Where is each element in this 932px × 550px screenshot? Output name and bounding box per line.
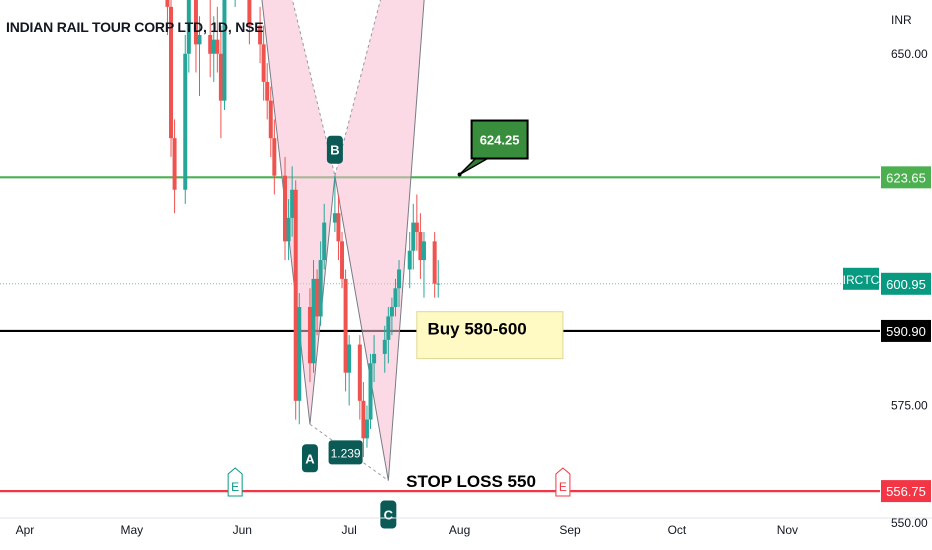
candle-body[interactable] <box>421 241 426 261</box>
x-tick-label: Sep <box>559 523 581 537</box>
earnings-marker[interactable] <box>227 467 243 497</box>
candle-body[interactable] <box>414 222 419 232</box>
candle-body[interactable] <box>265 81 270 101</box>
candle-body[interactable] <box>283 175 288 242</box>
candle-body[interactable] <box>347 344 352 373</box>
level-price-label: 556.75 <box>886 484 926 499</box>
earnings-label: E <box>559 480 567 494</box>
last-price-label: 600.95 <box>886 277 926 292</box>
candle-body[interactable] <box>322 222 327 261</box>
buy-zone-box[interactable] <box>416 311 564 360</box>
level-price-tag <box>881 319 931 342</box>
x-tick-label: May <box>120 523 143 537</box>
candle-body[interactable] <box>397 269 402 289</box>
ratio-label: 1.239 <box>331 446 361 460</box>
ticker-label: IRCTC <box>843 273 880 287</box>
candle-body[interactable] <box>315 278 320 317</box>
symbol-title: INDIAN RAIL TOUR CORP LTD, 1D, NSE <box>6 19 264 35</box>
candle-body[interactable] <box>332 213 337 223</box>
candle-body[interactable] <box>343 278 348 373</box>
candle-body[interactable] <box>361 400 366 439</box>
candle-body[interactable] <box>169 6 174 139</box>
candle-body[interactable] <box>211 39 216 54</box>
candle-body[interactable] <box>286 217 291 242</box>
candle-body[interactable] <box>382 339 387 354</box>
target-callout[interactable] <box>470 119 529 160</box>
earnings-marker[interactable] <box>555 467 571 497</box>
candle-body[interactable] <box>193 0 198 45</box>
candle-body[interactable] <box>172 138 177 190</box>
candle-body[interactable] <box>165 0 170 7</box>
candle-body[interactable] <box>386 316 391 340</box>
candle-body[interactable] <box>186 0 191 54</box>
candle-body[interactable] <box>372 353 377 364</box>
candle-body[interactable] <box>183 53 188 190</box>
candle-body[interactable] <box>311 278 316 364</box>
candle-body[interactable] <box>258 25 263 45</box>
candle-body[interactable] <box>364 419 369 439</box>
level-price-tag <box>881 166 931 189</box>
earnings-label: E <box>231 480 239 494</box>
x-tick-label: Jun <box>233 523 252 537</box>
candle-body[interactable] <box>268 100 273 139</box>
pattern-point-b <box>326 135 343 164</box>
pattern-point-label: A <box>305 451 315 466</box>
candle-body[interactable] <box>418 231 423 261</box>
y-tick-label: 575.00 <box>891 399 928 413</box>
currency-label: INR <box>891 13 912 27</box>
candle-body[interactable] <box>393 288 398 308</box>
candle-body[interactable] <box>218 53 223 101</box>
pattern-point-a <box>301 444 318 473</box>
pattern-point-label: C <box>384 508 394 523</box>
ratio-badge <box>328 440 363 465</box>
candle-body[interactable] <box>208 34 213 54</box>
level-price-label: 590.90 <box>886 324 926 339</box>
candle-body[interactable] <box>293 189 298 401</box>
level-price-tag <box>881 480 931 503</box>
y-tick-label: 550.00 <box>891 516 928 530</box>
candle-body[interactable] <box>272 138 277 176</box>
candle-body[interactable] <box>261 44 266 82</box>
candle-body[interactable] <box>436 283 441 285</box>
candle-body[interactable] <box>222 0 227 101</box>
x-tick-label: Apr <box>16 523 35 537</box>
stop-loss-label: STOP LOSS 550 <box>406 472 536 491</box>
pattern-point-c <box>380 500 397 529</box>
candle-body[interactable] <box>215 39 220 54</box>
candle-body[interactable] <box>357 344 362 401</box>
candle-body[interactable] <box>389 307 394 317</box>
candle-body[interactable] <box>411 222 416 251</box>
level-price-label: 623.65 <box>886 170 926 185</box>
buy-zone-label: Buy 580-600 <box>428 320 527 339</box>
candle-body[interactable] <box>247 0 252 26</box>
x-tick-label: Oct <box>668 523 687 537</box>
x-tick-label: Jul <box>341 523 356 537</box>
x-tick-label: Nov <box>777 523 798 537</box>
candle-body[interactable] <box>197 34 202 45</box>
candle-body[interactable] <box>340 241 345 279</box>
target-label: 624.25 <box>480 133 520 148</box>
target-dot <box>457 172 462 177</box>
pattern-point-label: B <box>330 143 339 158</box>
candle-body[interactable] <box>290 189 295 218</box>
ticker-tag <box>843 267 879 290</box>
last-price-tag <box>881 272 931 295</box>
candle-body[interactable] <box>368 363 373 420</box>
candle-body[interactable] <box>318 260 323 317</box>
bcd-triangle <box>334 0 425 481</box>
candle-body[interactable] <box>407 250 412 270</box>
candle-body[interactable] <box>307 307 312 364</box>
x-tick-label: Aug <box>449 523 470 537</box>
candle-body[interactable] <box>432 241 437 284</box>
candle-body[interactable] <box>336 213 341 242</box>
candle-body[interactable] <box>297 307 302 401</box>
y-tick-label: 650.00 <box>891 47 928 61</box>
